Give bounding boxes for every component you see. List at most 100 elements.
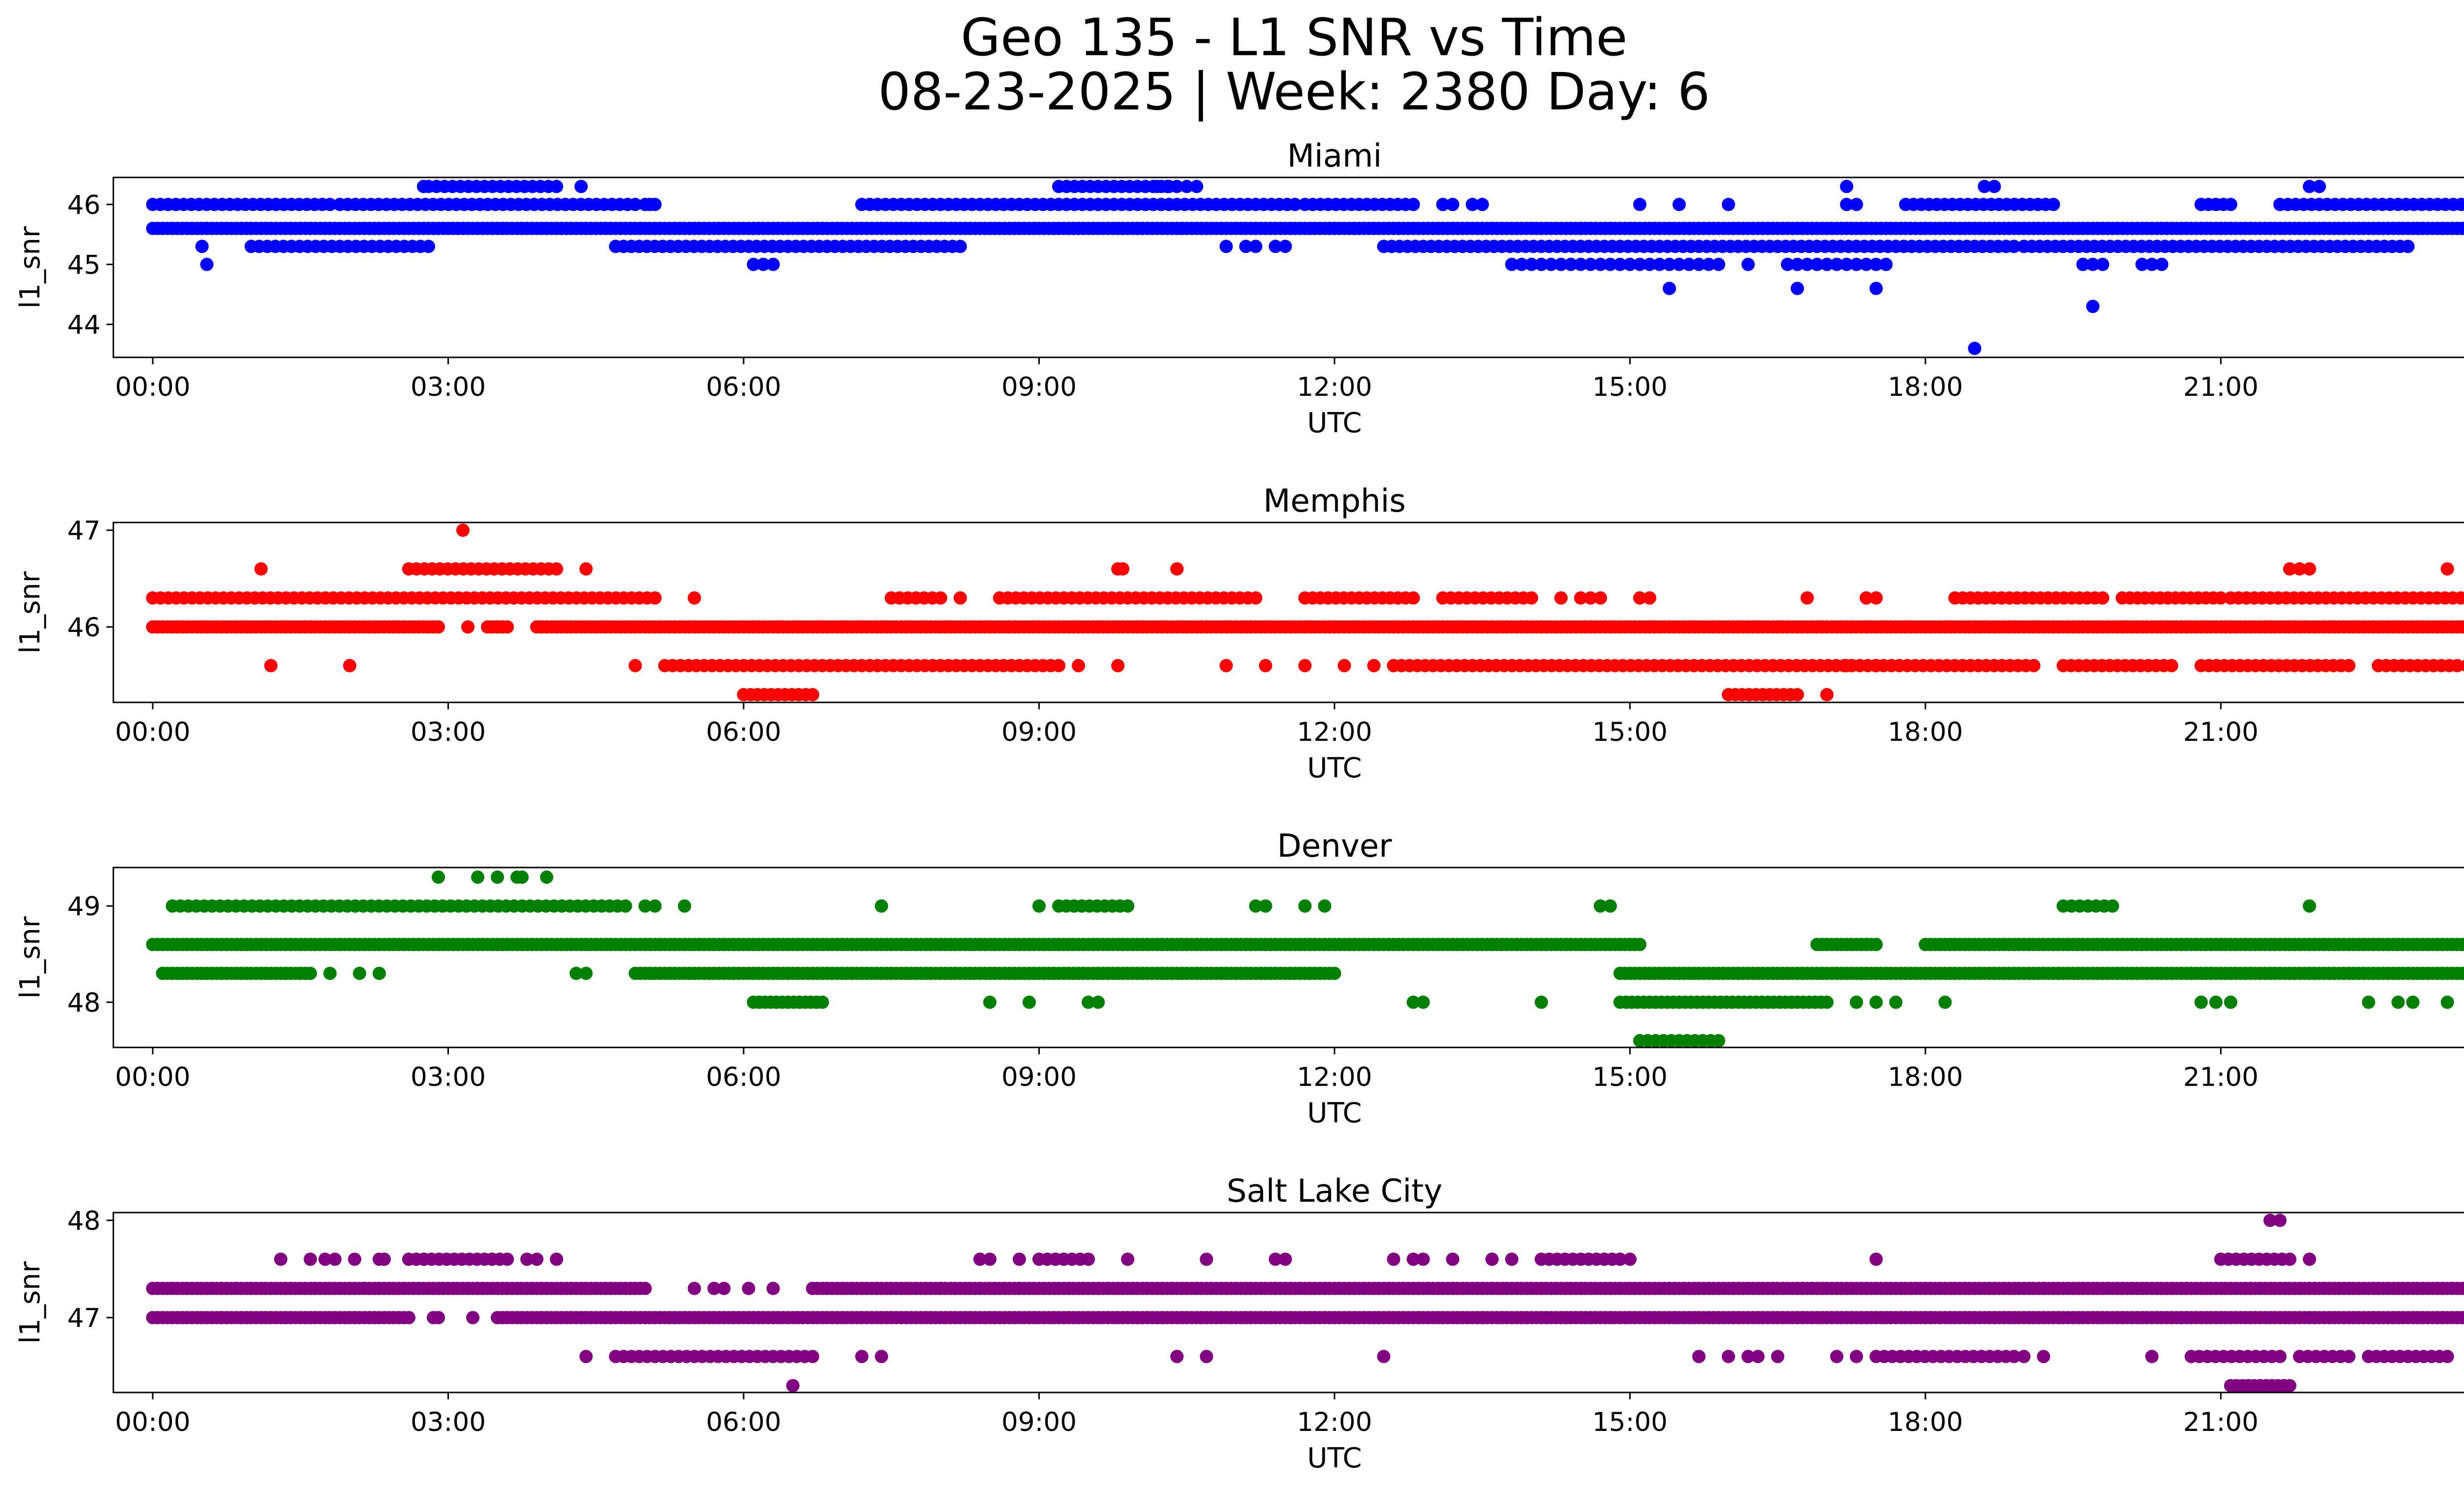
data-point <box>1613 257 1627 271</box>
data-point <box>432 620 445 634</box>
data-point <box>1170 179 1184 193</box>
data-point <box>1239 240 1253 253</box>
x-tick-label: 06:00 <box>706 717 782 747</box>
data-point <box>1613 1252 1627 1266</box>
data-point <box>2027 659 2041 672</box>
data-point <box>1318 899 1332 913</box>
data-point <box>1692 1350 1706 1363</box>
data-point <box>1604 899 1617 913</box>
data-point <box>628 659 642 672</box>
y-tick-label: 46 <box>68 613 101 643</box>
data-point <box>1859 591 1873 605</box>
data-point <box>1584 591 1598 605</box>
data-point <box>1416 995 1430 1009</box>
data-point <box>1505 257 1519 271</box>
data-point <box>1515 257 1529 271</box>
y-tick-label: 49 <box>68 892 101 922</box>
data-point <box>1849 198 1863 211</box>
x-tick-label: 00:00 <box>115 717 191 747</box>
data-point <box>855 1350 869 1363</box>
data-point <box>1790 688 1804 701</box>
y-axis-label: l1_snr <box>14 916 46 999</box>
y-tick-label: 47 <box>68 516 101 546</box>
data-point <box>2401 240 2415 253</box>
data-point <box>1869 281 1883 295</box>
data-point <box>1111 659 1125 672</box>
data-point <box>786 1379 800 1392</box>
y-tick-label: 48 <box>68 1206 101 1236</box>
data-point <box>2440 562 2454 576</box>
data-point <box>2145 1350 2159 1363</box>
data-point <box>195 240 209 253</box>
data-point <box>432 1311 445 1324</box>
data-point <box>1525 591 1539 605</box>
x-tick-label: 18:00 <box>1888 372 1963 402</box>
data-point <box>1790 257 1804 271</box>
data-point <box>2007 1350 2021 1363</box>
data-point <box>1328 967 1341 980</box>
data-point <box>1771 1350 1784 1363</box>
data-point <box>1574 257 1588 271</box>
data-point <box>323 198 337 211</box>
data-point <box>466 1311 479 1324</box>
x-axis-label: UTC <box>1307 407 1362 439</box>
data-point <box>1298 659 1312 672</box>
data-point <box>328 1252 342 1266</box>
x-axis-label: UTC <box>1307 1442 1362 1474</box>
x-axis-label: UTC <box>1307 752 1362 784</box>
data-point <box>1584 257 1598 271</box>
data-point <box>2454 198 2464 211</box>
data-point <box>1633 938 1646 951</box>
data-point <box>1623 1252 1637 1266</box>
data-point <box>1830 1350 1844 1363</box>
x-tick-label: 21:00 <box>2183 372 2259 402</box>
data-point <box>1544 257 1558 271</box>
data-point <box>1052 659 1065 672</box>
data-point <box>1653 257 1666 271</box>
data-point <box>304 1252 317 1266</box>
data-point <box>1406 591 1420 605</box>
data-point <box>1702 257 1715 271</box>
data-point <box>2214 591 2227 605</box>
data-point <box>1485 1252 1499 1266</box>
data-point <box>1751 1350 1765 1363</box>
data-point <box>2312 179 2326 193</box>
data-point <box>318 1252 332 1266</box>
data-point <box>875 899 889 913</box>
data-point <box>1840 179 1853 193</box>
data-point <box>343 659 357 672</box>
data-point <box>1741 1350 1755 1363</box>
data-point <box>500 1252 514 1266</box>
data-point <box>1633 198 1646 211</box>
data-point <box>1968 342 1982 355</box>
data-point <box>373 967 386 980</box>
data-point <box>1643 591 1656 605</box>
y-tick-label: 46 <box>68 190 101 220</box>
data-point <box>1840 257 1853 271</box>
data-point <box>1820 995 1834 1009</box>
data-point <box>569 967 583 980</box>
scatter-points <box>146 1214 2464 1392</box>
x-tick-label: 12:00 <box>1297 1062 1372 1092</box>
data-point <box>2462 200 2464 209</box>
y-axis-label: l1_snr <box>14 571 46 654</box>
data-point <box>1259 659 1272 672</box>
data-point <box>1849 995 1863 1009</box>
data-point <box>2440 1350 2454 1363</box>
data-point <box>766 1282 780 1295</box>
data-point <box>648 591 662 605</box>
data-point <box>1800 591 1814 605</box>
data-point <box>1711 257 1725 271</box>
data-point <box>422 240 435 253</box>
data-point <box>1889 995 1903 1009</box>
data-point <box>1278 1252 1292 1266</box>
data-point <box>1416 1252 1430 1266</box>
data-point <box>628 198 642 211</box>
data-point <box>2283 1252 2296 1266</box>
data-point <box>1446 198 1460 211</box>
data-point <box>2086 257 2100 271</box>
panel-title: Miami <box>1287 138 1382 174</box>
data-point <box>1672 198 1686 211</box>
data-point <box>934 591 948 605</box>
data-point <box>200 257 214 271</box>
